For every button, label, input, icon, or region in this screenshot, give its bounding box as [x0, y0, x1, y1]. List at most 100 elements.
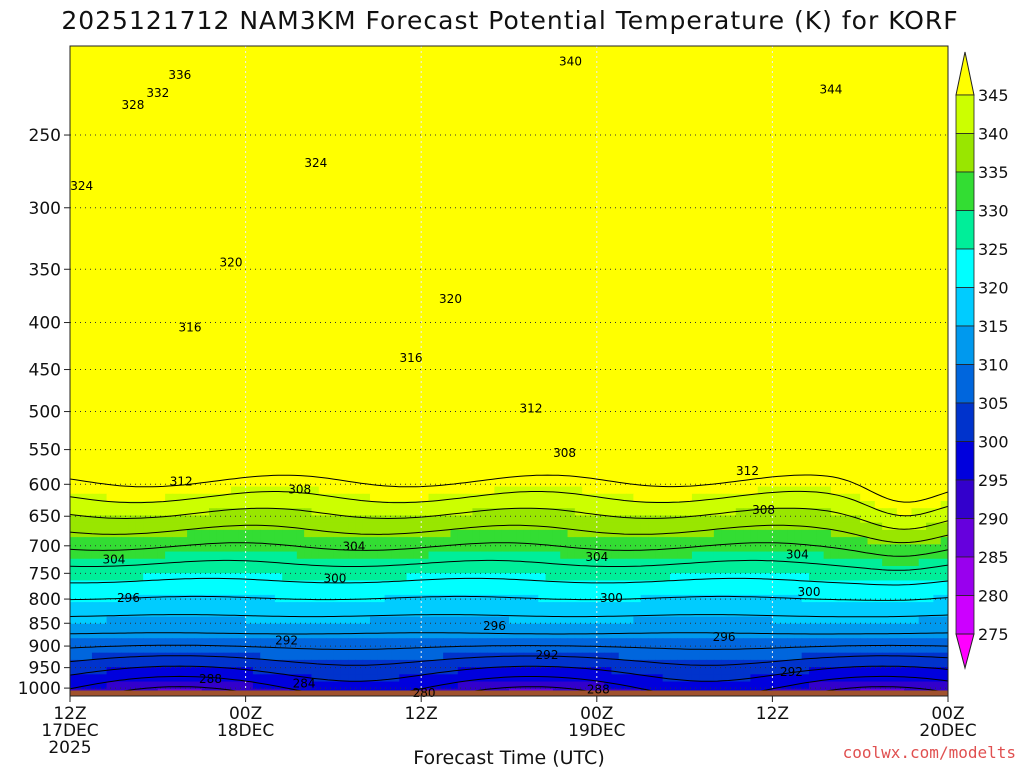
theta-cell [99, 111, 108, 119]
theta-cell [904, 154, 913, 163]
theta-cell [428, 291, 437, 300]
theta-cell [245, 67, 254, 76]
theta-cell [882, 226, 891, 235]
theta-cell [816, 74, 825, 83]
theta-cell [618, 219, 627, 228]
theta-cell [369, 74, 378, 83]
theta-cell [516, 197, 525, 206]
theta-cell [684, 183, 693, 192]
theta-cell [179, 255, 188, 264]
theta-cell [662, 147, 671, 155]
theta-cell [904, 125, 913, 134]
theta-cell [413, 125, 422, 134]
theta-cell [552, 342, 561, 350]
theta-cell [333, 226, 342, 235]
theta-cell [779, 183, 788, 192]
theta-cell [896, 262, 905, 271]
theta-cell [99, 103, 108, 112]
theta-cell [604, 161, 613, 170]
theta-cell [830, 89, 839, 98]
theta-cell [918, 219, 927, 228]
theta-cell [282, 298, 291, 307]
theta-cell [165, 176, 174, 184]
theta-cell [845, 291, 854, 300]
theta-cell [735, 139, 744, 148]
theta-cell [230, 262, 239, 271]
theta-cell [209, 233, 217, 242]
theta-cell [128, 277, 137, 285]
theta-cell [260, 190, 269, 199]
theta-cell [260, 197, 269, 206]
theta-cell [911, 233, 920, 242]
theta-cell [106, 103, 115, 112]
theta-cell [435, 176, 444, 184]
theta-cell [216, 334, 225, 343]
theta-cell [311, 320, 320, 329]
theta-cell [640, 277, 649, 285]
theta-cell [750, 248, 759, 257]
theta-cell [84, 118, 93, 127]
theta-cell [684, 111, 693, 119]
theta-cell [428, 139, 437, 148]
theta-cell [830, 161, 839, 170]
theta-cell [926, 147, 934, 155]
theta-cell [530, 284, 539, 293]
theta-cell [340, 67, 349, 76]
theta-cell [523, 298, 532, 307]
theta-cell [750, 291, 759, 300]
theta-cell [472, 190, 481, 199]
theta-cell [406, 67, 415, 76]
theta-cell [201, 190, 210, 199]
theta-cell [538, 342, 547, 350]
theta-cell [560, 212, 569, 220]
theta-cell [326, 241, 334, 249]
theta-cell [633, 219, 642, 228]
theta-cell [582, 233, 591, 242]
theta-cell [933, 248, 942, 257]
theta-cell [70, 190, 78, 199]
theta-cell [538, 248, 547, 257]
theta-cell [318, 291, 327, 300]
theta-cell [640, 306, 649, 314]
theta-cell [274, 53, 283, 62]
theta-cell [406, 96, 415, 105]
theta-cell [662, 306, 671, 314]
theta-cell [830, 291, 839, 300]
theta-cell [187, 147, 195, 155]
theta-cell [538, 132, 547, 141]
theta-cell [150, 320, 159, 329]
theta-cell [465, 60, 474, 69]
theta-cell [684, 139, 693, 148]
theta-cell [691, 139, 700, 148]
theta-cell [128, 269, 137, 278]
theta-cell [662, 74, 671, 83]
theta-cell [882, 284, 891, 293]
theta-cell [918, 313, 927, 322]
theta-cell [106, 82, 115, 90]
theta-cell [326, 111, 334, 119]
theta-cell [567, 74, 576, 83]
theta-cell [830, 262, 839, 271]
theta-cell [406, 306, 415, 314]
theta-cell [128, 147, 137, 155]
theta-cell [530, 125, 539, 134]
theta-cell [121, 176, 130, 184]
theta-cell [648, 277, 656, 285]
theta-cell [355, 46, 364, 54]
theta-cell [604, 139, 613, 148]
theta-cell [318, 53, 327, 62]
theta-cell [918, 74, 927, 83]
theta-cell [552, 327, 561, 336]
theta-cell [187, 183, 195, 192]
theta-cell [135, 298, 144, 307]
theta-cell [479, 46, 488, 54]
theta-cell [669, 161, 678, 170]
theta-cell [157, 132, 166, 141]
theta-cell [860, 190, 869, 199]
theta-cell [816, 53, 825, 62]
theta-cell [340, 89, 349, 98]
theta-cell [596, 82, 605, 90]
theta-cell [896, 334, 905, 343]
theta-cell [772, 96, 781, 105]
theta-cell [348, 342, 356, 350]
